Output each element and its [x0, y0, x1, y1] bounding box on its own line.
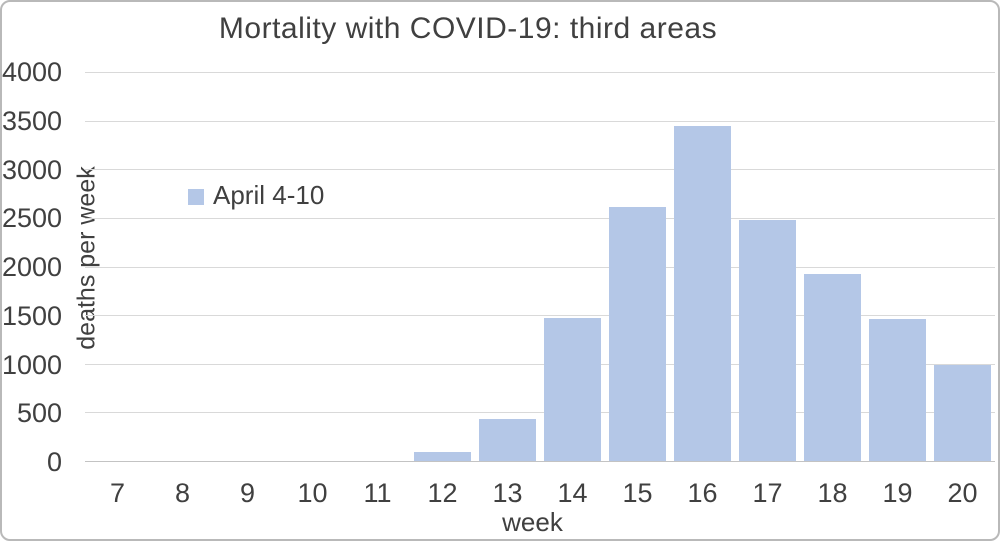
chart-title: Mortality with COVID-19: third areas [218, 12, 718, 45]
plot-area [85, 72, 995, 462]
gridline [85, 412, 995, 414]
legend-marker-swatch-icon [188, 189, 204, 205]
bar-slot-week-20 [930, 72, 995, 461]
y-tick-label: 2000 [2, 252, 63, 282]
bar-slot-week-9 [215, 72, 280, 461]
gridline [85, 315, 995, 317]
bar-slot-week-11 [345, 72, 410, 461]
bar-week-16 [673, 126, 732, 461]
gridline [85, 363, 995, 365]
y-tick-label: 3000 [2, 154, 63, 185]
bar-slot-week-18 [800, 72, 865, 461]
gridline [85, 72, 995, 73]
bar-week-12 [413, 452, 472, 461]
gridline [85, 169, 995, 171]
bar-slot-week-12 [410, 72, 475, 461]
y-tick-label: 1000 [2, 349, 63, 380]
gridline [85, 266, 995, 268]
gridline [85, 217, 995, 219]
x-tick-label: 19 [882, 478, 913, 508]
x-tick-label: 15 [622, 478, 653, 508]
bars [85, 72, 995, 461]
y-tick-label: 2500 [2, 203, 63, 234]
x-tick-label: 18 [817, 478, 848, 508]
bar-slot-week-19 [865, 72, 930, 461]
x-tick-label: 8 [174, 478, 191, 508]
bar-week-15 [608, 207, 667, 461]
x-tick-label: 12 [427, 478, 458, 508]
x-tick-label: 16 [687, 478, 718, 508]
bar-week-19 [868, 319, 927, 461]
x-tick-label: 14 [557, 478, 588, 508]
y-tick-label: 0 [46, 447, 62, 477]
gridline [85, 120, 995, 122]
bar-slot-week-13 [475, 72, 540, 461]
bar-week-17 [738, 219, 797, 461]
y-tick-label: 500 [16, 398, 62, 429]
bar-week-13 [478, 419, 537, 461]
bar-week-14 [543, 318, 602, 461]
y-tick-label: 4000 [2, 57, 63, 87]
bar-slot-week-16 [670, 72, 735, 461]
x-tick-label: 17 [752, 478, 783, 508]
bar-slot-week-8 [150, 72, 215, 461]
x-axis-ticks: 7 8 9 10 11 12 13 14 15 16 17 18 19 20 [85, 476, 995, 510]
y-tick-label: 3500 [2, 105, 63, 136]
legend: April 4-10 [188, 180, 324, 211]
x-tick-label: 13 [492, 478, 523, 508]
y-tick-label: 1500 [2, 300, 63, 331]
x-tick-label: 11 [363, 478, 392, 508]
bar-slot-week-17 [735, 72, 800, 461]
bar-slot-week-14 [540, 72, 605, 461]
bar-slot-week-10 [280, 72, 345, 461]
bar-week-20 [933, 364, 992, 461]
x-tick-label: 10 [297, 478, 328, 508]
bar-slot-week-15 [605, 72, 670, 461]
bar-week-18 [803, 274, 862, 461]
x-tick-label: 7 [109, 478, 126, 508]
legend-label: April 4-10 [213, 180, 325, 210]
bar-slot-week-7 [85, 72, 150, 461]
x-tick-label: 20 [947, 478, 978, 508]
x-axis-title: week [502, 507, 563, 537]
x-tick-label: 9 [239, 478, 256, 508]
